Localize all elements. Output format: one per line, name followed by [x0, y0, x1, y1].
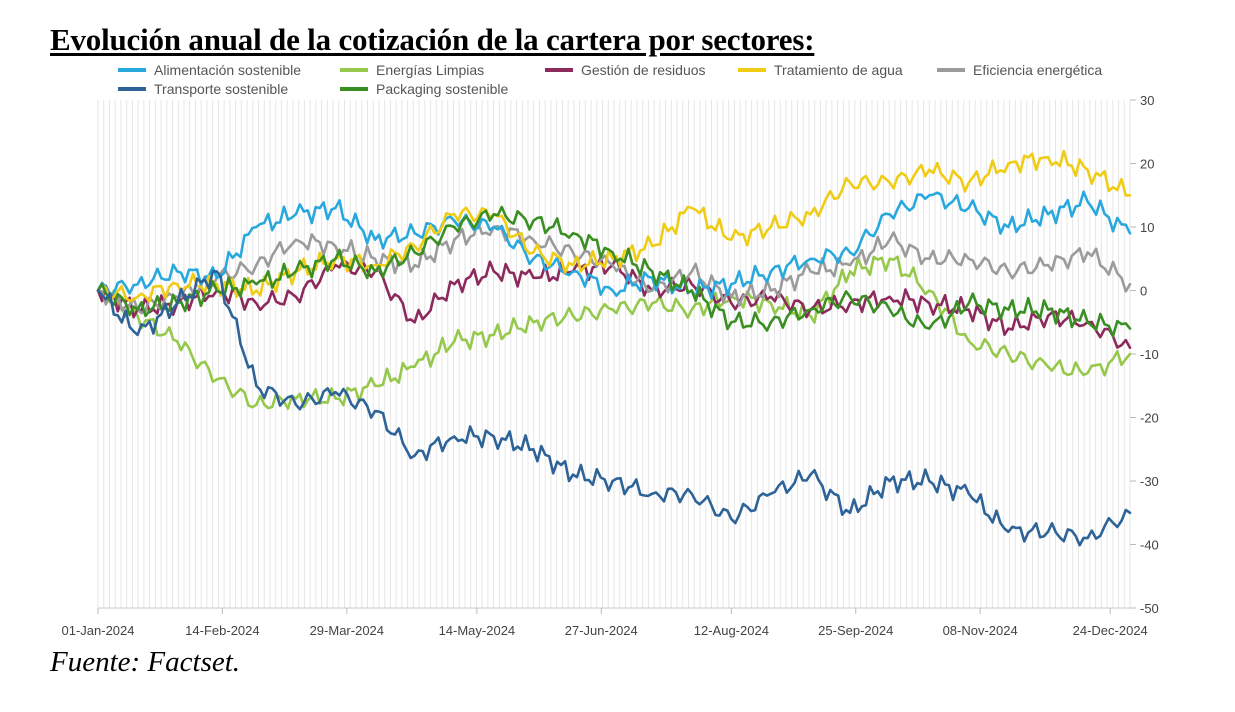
y-tick-label: -20	[1140, 411, 1159, 426]
y-tick-label: 30	[1140, 93, 1154, 108]
legend-label: Packaging sostenible	[376, 81, 509, 97]
x-tick-label: 24-Dec-2024	[1073, 623, 1148, 638]
legend: Alimentación sostenible Energías Limpias G…	[118, 62, 1102, 97]
grid-lines	[97, 100, 1131, 608]
x-tick-label: 01-Jan-2024	[62, 623, 135, 638]
x-tick-label: 08-Nov-2024	[943, 623, 1018, 638]
legend-label: Gestión de residuos	[581, 62, 706, 78]
y-tick-label: 0	[1140, 284, 1147, 299]
x-tick-label: 14-Feb-2024	[185, 623, 259, 638]
source-note: Fuente: Factset.	[50, 646, 241, 678]
y-tick-label: 10	[1140, 220, 1154, 235]
y-tick-label: -50	[1140, 601, 1159, 616]
y-tick-label: 20	[1140, 157, 1154, 172]
x-axis-ticks: 01-Jan-2024 14-Feb-2024 29-Mar-2024 14-May-…	[62, 608, 1148, 638]
x-tick-label: 14-May-2024	[439, 623, 516, 638]
page-title: Evolución anual de la cotización de la c…	[50, 22, 815, 57]
x-tick-label: 25-Sep-2024	[818, 623, 893, 638]
y-axis-ticks: 30 20 10 0 -10 -20 -30 -40 -50	[1130, 93, 1159, 616]
series-line	[96, 255, 1132, 410]
series-line	[96, 149, 1132, 303]
series-line	[96, 205, 1132, 338]
x-tick-label: 27-Jun-2024	[565, 623, 638, 638]
legend-label: Alimentación sostenible	[154, 62, 301, 78]
series-line	[96, 220, 1132, 315]
series-lines	[96, 149, 1132, 547]
legend-label: Energías Limpias	[376, 62, 484, 78]
x-tick-label: 12-Aug-2024	[694, 623, 769, 638]
legend-label: Tratamiento de agua	[774, 62, 903, 78]
legend-label: Transporte sostenible	[154, 81, 288, 97]
y-tick-label: -30	[1140, 474, 1159, 489]
legend-label: Eficiencia energética	[973, 62, 1102, 78]
series-line	[96, 270, 1132, 547]
y-tick-label: -10	[1140, 347, 1159, 362]
y-tick-label: -40	[1140, 538, 1159, 553]
x-tick-label: 29-Mar-2024	[310, 623, 384, 638]
series-line	[96, 190, 1132, 300]
